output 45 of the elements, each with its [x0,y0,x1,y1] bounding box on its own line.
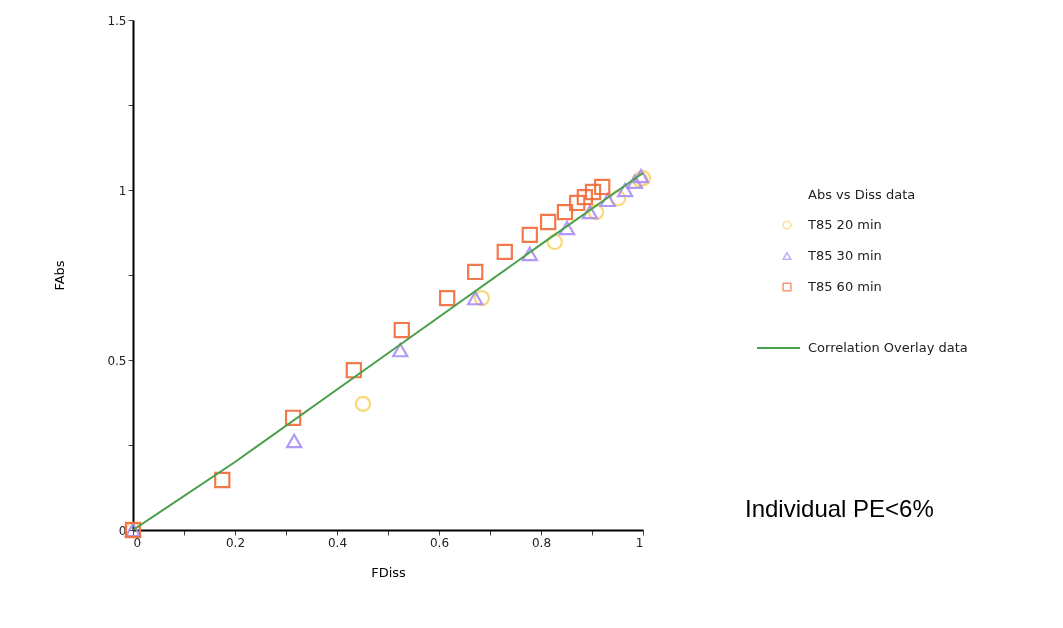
point [587,203,605,221]
y-tick-label: 1.5 [107,13,127,28]
point [392,342,409,358]
point [569,194,586,212]
point [284,409,302,426]
x-tick-label: 0.4 [327,535,348,550]
point [467,263,484,281]
point [438,289,456,307]
point [473,289,491,307]
legend-title: Abs vs Diss data [808,187,916,202]
point [599,192,616,208]
x-tick-label: 0.8 [531,535,552,550]
point [556,203,574,221]
point [584,183,602,201]
point [609,190,627,207]
x-tick-label: 0.6 [429,535,450,550]
point [345,362,362,379]
x-tick-label: 0.2 [225,535,246,550]
y-axis-title: FAbs [52,260,68,291]
point [354,395,372,413]
y-tick-label: 0.5 [107,353,127,368]
x-axis-title: FDiss [371,564,407,580]
point [626,174,644,190]
x-tick-label: 0 [133,535,142,550]
legend-label: T85 60 min [807,279,882,294]
point [521,246,538,262]
point [214,471,231,489]
point [539,213,557,231]
point [467,290,484,306]
point [546,233,563,251]
y-tick-label: 1 [118,183,127,198]
point [576,188,594,206]
text: Individual PE<6% [745,495,934,522]
legend-label: T85 20 min [807,217,882,232]
point [285,433,303,449]
legend-label: Correlation Overlay data [808,340,968,355]
point [496,243,513,261]
point [521,226,538,244]
point [581,204,599,220]
point [594,178,611,196]
legend-label: T85 30 min [807,248,882,263]
point [558,220,576,236]
point [393,321,410,339]
x-tick-label: 1 [635,535,644,550]
point [616,182,634,198]
